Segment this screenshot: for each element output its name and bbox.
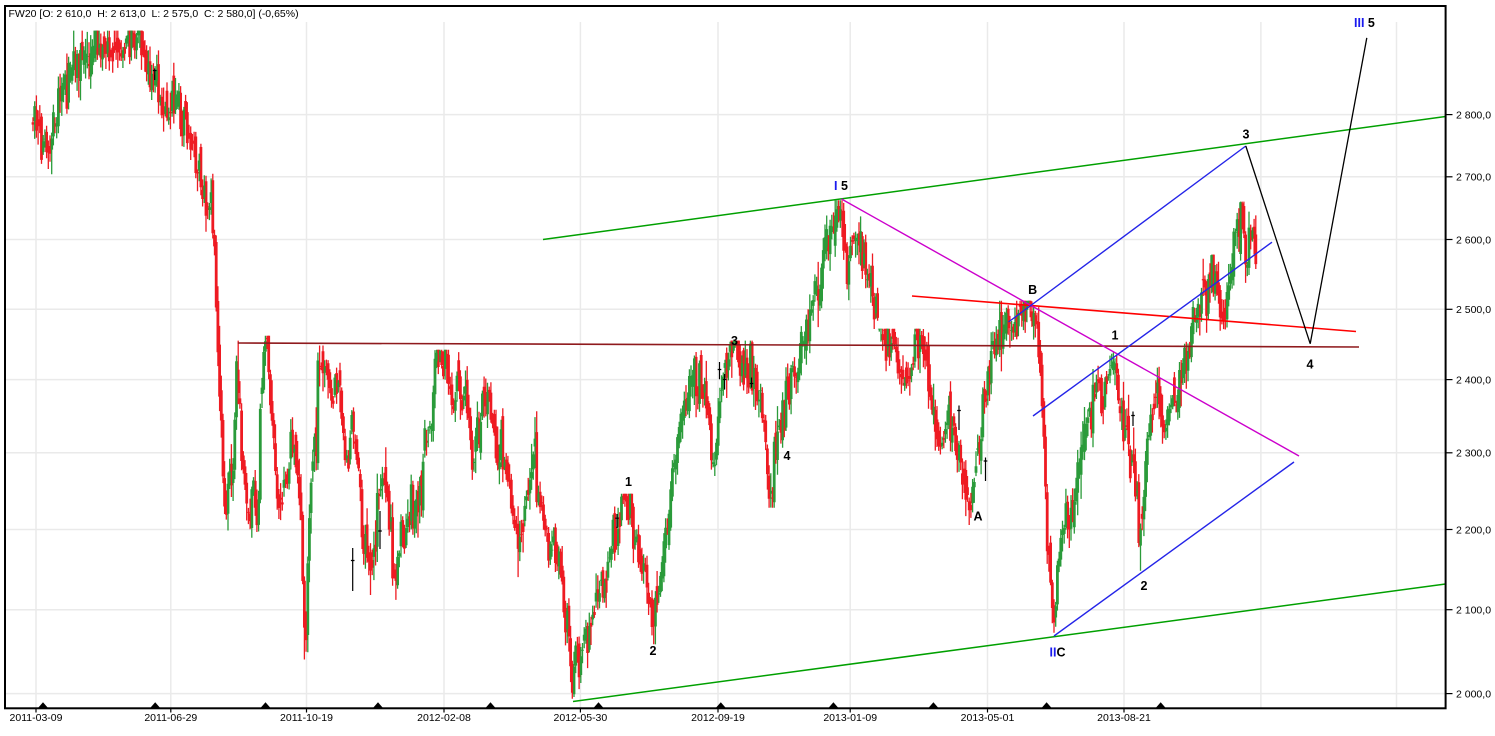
svg-text:FW20 [O: 2 610,0 H: 2 613,0: FW20 [O: 2 610,0 H: 2 613,0 L: 2 575,0 C… — [9, 8, 299, 20]
svg-text:2011-03-09: 2011-03-09 — [10, 712, 63, 724]
svg-text:2 600,0: 2 600,0 — [1456, 234, 1491, 246]
svg-text:2 400,0: 2 400,0 — [1456, 374, 1491, 386]
svg-text:2013-01-09: 2013-01-09 — [823, 712, 877, 724]
svg-text:2 200,0: 2 200,0 — [1456, 524, 1491, 536]
svg-text:I 5: I 5 — [834, 179, 848, 193]
svg-text:2012-02-08: 2012-02-08 — [417, 712, 471, 724]
svg-text:2013-08-21: 2013-08-21 — [1097, 712, 1151, 724]
svg-text:2011-10-19: 2011-10-19 — [280, 712, 333, 724]
svg-text:A: A — [973, 510, 982, 524]
svg-text:2 500,0: 2 500,0 — [1456, 304, 1491, 316]
svg-text:2 800,0: 2 800,0 — [1456, 109, 1491, 121]
svg-text:1: 1 — [1112, 329, 1119, 343]
svg-text:2 300,0: 2 300,0 — [1456, 448, 1491, 460]
svg-text:2 700,0: 2 700,0 — [1456, 172, 1491, 184]
svg-text:2: 2 — [1141, 579, 1148, 593]
svg-text:2: 2 — [650, 644, 657, 658]
svg-text:2012-05-30: 2012-05-30 — [554, 712, 608, 724]
svg-text:2 000,0: 2 000,0 — [1456, 688, 1491, 700]
svg-text:2012-09-19: 2012-09-19 — [691, 712, 745, 724]
svg-text:IIC: IIC — [1050, 646, 1066, 660]
svg-text:1: 1 — [625, 475, 632, 489]
svg-text:2 100,0: 2 100,0 — [1456, 605, 1491, 617]
svg-text:2011-06-29: 2011-06-29 — [144, 712, 197, 724]
svg-text:3: 3 — [731, 334, 738, 348]
svg-text:III 5: III 5 — [1354, 16, 1375, 30]
svg-text:3: 3 — [1243, 128, 1250, 142]
svg-text:B: B — [1028, 283, 1037, 297]
svg-text:4: 4 — [1307, 358, 1314, 372]
svg-text:2013-05-01: 2013-05-01 — [961, 712, 1015, 724]
svg-text:4: 4 — [784, 449, 791, 463]
